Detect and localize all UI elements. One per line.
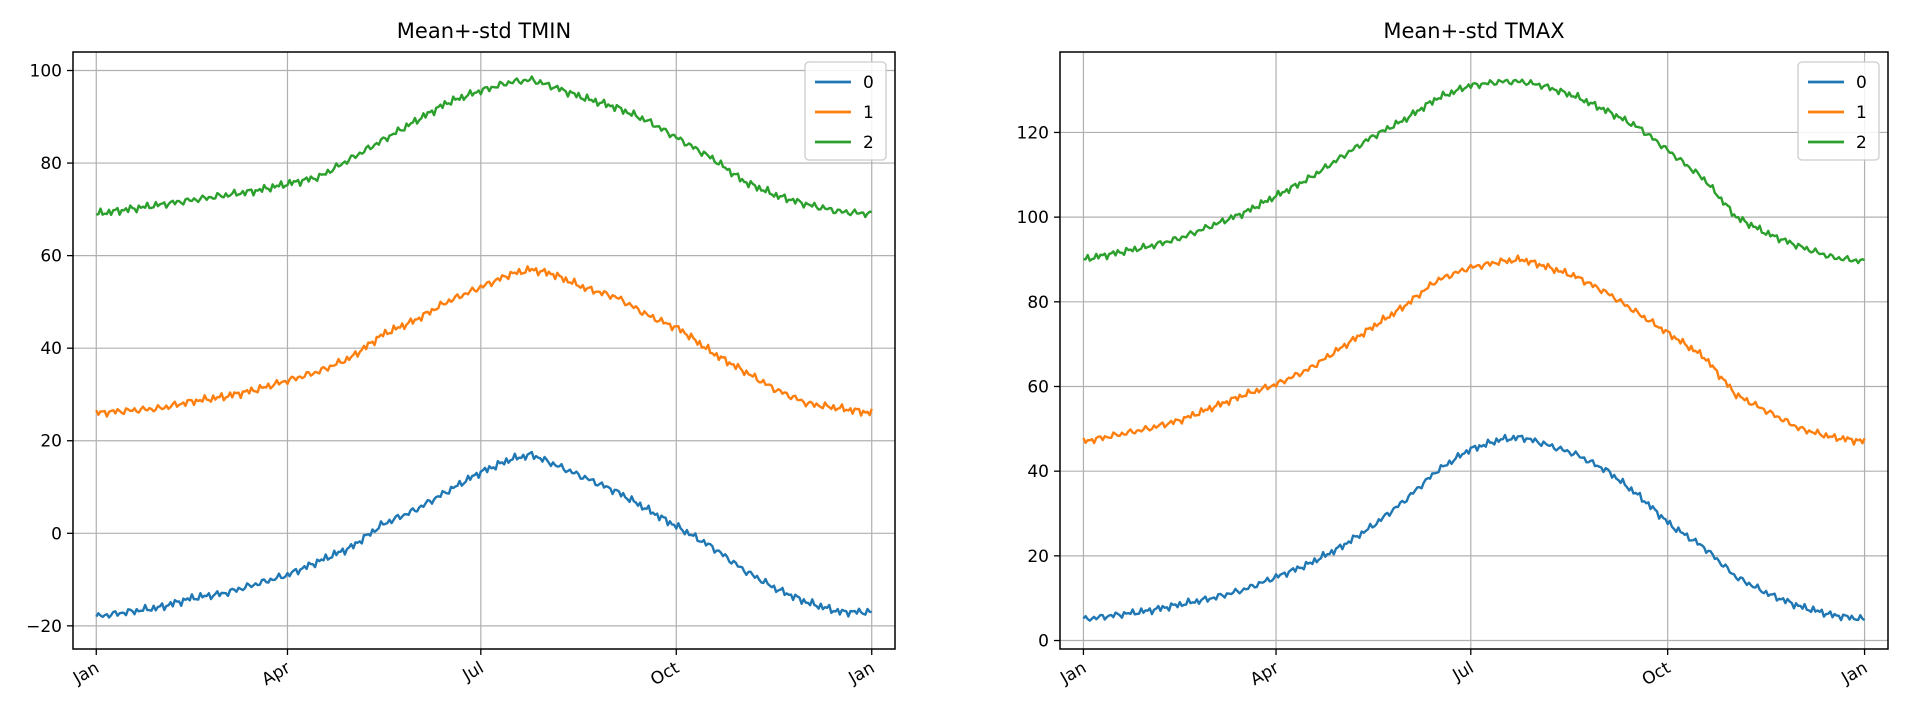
x-tick-label: Oct [1639, 658, 1675, 690]
y-tick-label: 60 [40, 247, 62, 267]
legend-label: 0 [863, 73, 874, 93]
legend-label: 0 [1856, 73, 1867, 93]
legend-label: 1 [1856, 103, 1867, 123]
legend-label: 1 [863, 103, 874, 123]
x-tick-label: Jan [69, 658, 103, 689]
chart-title: Mean+-std TMAX [1383, 19, 1564, 43]
plot-frame [1059, 51, 1889, 650]
y-tick-label: 120 [1017, 123, 1049, 143]
y-tick-label: 40 [40, 339, 62, 359]
legend-label: 2 [1856, 133, 1867, 153]
legend-label: 2 [863, 133, 874, 153]
chart-title: Mean+-std TMIN [397, 19, 571, 43]
y-tick-label: 60 [1027, 377, 1049, 397]
plot-frame [72, 51, 896, 650]
y-tick-label: 80 [1027, 293, 1049, 313]
x-tick-label: Jan [845, 658, 879, 689]
x-tick-label: Apr [1247, 658, 1282, 690]
x-tick-label: Jul [459, 658, 488, 686]
series-line-1 [1082, 254, 1866, 446]
legend: 0 1 2 [804, 61, 887, 161]
x-tick-label: Jan [1837, 658, 1871, 689]
y-tick-label: 100 [30, 62, 62, 82]
y-tick-label: 20 [40, 432, 62, 452]
y-tick-label: −20 [26, 617, 62, 637]
x-tick-label: Oct [647, 658, 683, 690]
series-line-2 [96, 75, 872, 219]
y-tick-label: 0 [1038, 632, 1049, 652]
series-line-0 [1082, 433, 1866, 622]
x-tick-label: Jul [1449, 658, 1478, 686]
series-line-0 [95, 450, 872, 619]
series-line-2 [1083, 78, 1866, 265]
legend: 0 1 2 [1797, 61, 1880, 161]
y-tick-label: 40 [1027, 462, 1049, 482]
x-tick-label: Apr [258, 658, 293, 690]
y-tick-label: 100 [1017, 208, 1049, 228]
y-tick-label: 20 [1027, 547, 1049, 567]
series-line-1 [95, 265, 873, 418]
y-tick-label: 80 [40, 154, 62, 174]
y-tick-label: 0 [51, 524, 62, 544]
x-tick-label: Jan [1056, 658, 1090, 689]
